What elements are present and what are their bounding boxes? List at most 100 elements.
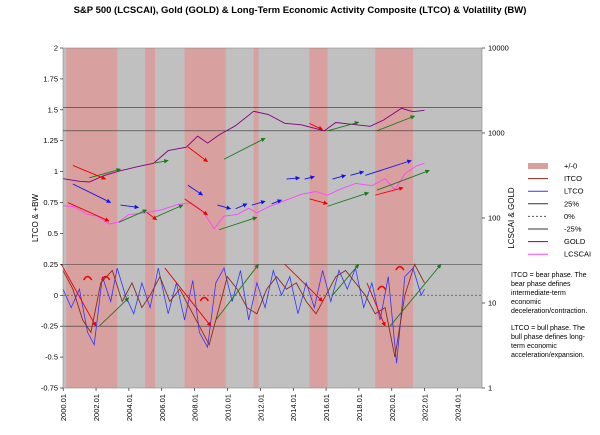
series-lcscai-line (62, 162, 425, 230)
blue-arrow (120, 204, 140, 210)
right-tick-label: 10000 (488, 44, 509, 53)
left-tick-label: 2 (54, 44, 58, 53)
note-line: ITCO = bear phase. The (511, 272, 587, 279)
right-tick-label: 10 (488, 299, 496, 308)
legend-label: +/-0 (564, 162, 577, 171)
green-arrow (389, 264, 442, 327)
legend-label: 25% (564, 199, 579, 208)
red-arrow (366, 282, 386, 327)
x-tick-label: 2008.01 (191, 394, 200, 421)
left-tick-label: 1 (54, 167, 58, 176)
green-arrow (89, 168, 121, 179)
note-text: ITCO = bear phase. The bear phase defines… (511, 272, 587, 315)
note-line: economic (511, 299, 541, 306)
blue-arrow (72, 183, 112, 203)
plot-area (60, 47, 483, 389)
blue-arrow (217, 204, 232, 210)
red-arrow (184, 198, 208, 216)
legend-label: -25% (564, 225, 582, 234)
blue-arrow (187, 184, 204, 196)
blue-arrow (235, 203, 248, 210)
green-arrow (376, 169, 430, 191)
green-arrow (118, 209, 148, 223)
note-line: LTCO = bull phase. The (511, 325, 585, 332)
x-tick-label: 2000.01 (59, 394, 68, 421)
green-arrow (376, 115, 416, 132)
red-arrow (60, 264, 97, 327)
left-tick-label: 0.25 (43, 260, 58, 269)
right-axis: 1 10 100 1000 10000 (482, 44, 509, 393)
right-tick-label: 1 (488, 384, 492, 393)
x-tick-label: 2010.01 (223, 394, 232, 421)
plot-background (63, 48, 482, 388)
blue-arrow (271, 199, 282, 205)
red-arrow (187, 146, 208, 163)
chart-title: S&P 500 (LCSCAI), Gold (GOLD) & Long-Ter… (74, 5, 527, 16)
left-tick-label: 0.75 (43, 198, 58, 207)
left-tick-label: -0.25 (41, 322, 58, 331)
bear-phase-band (309, 48, 328, 388)
red-arrow (309, 123, 324, 131)
red-arrow (375, 186, 404, 196)
red-arrow (164, 267, 212, 327)
legend-label: 0% (564, 212, 575, 221)
series-ltco-line (62, 266, 425, 364)
x-tick-label: 2020.01 (388, 394, 397, 421)
blue-arrow (251, 200, 266, 206)
bear-phase-band (66, 48, 118, 388)
blue-arrow (332, 174, 347, 180)
red-arrow (67, 202, 110, 222)
note-text: LTCO = bull phase. The bull phase defines… (511, 325, 586, 359)
red-arrow (309, 198, 328, 205)
red-arrow (146, 212, 158, 221)
peak-arc (395, 265, 405, 271)
x-tick-label: 2016.01 (322, 394, 331, 421)
green-arrow (154, 204, 184, 218)
note-line: deceleration/contraction. (511, 308, 587, 315)
left-tick-label: -0.5 (45, 353, 58, 362)
red-arrow (284, 264, 323, 302)
legend: +/-0 ITCO LTCO 25% 0% -25% GOLD LCSCAI (528, 162, 591, 259)
blue-arrow (286, 175, 301, 181)
right-tick-label: 1000 (488, 129, 505, 138)
green-arrow (327, 121, 360, 132)
green-arrow (327, 191, 370, 207)
legend-label: LCSCAI (564, 250, 591, 259)
green-arrow (215, 264, 259, 321)
note-line: intermediate-term (511, 290, 566, 297)
left-axis-label: LTCO & +BW (31, 194, 40, 243)
left-tick-label: 0.5 (48, 229, 58, 238)
legend-label: ITCO (564, 174, 582, 183)
red-arrow (72, 165, 107, 180)
green-arrow (332, 264, 360, 296)
note-line: term economic (511, 343, 557, 350)
left-tick-label: 0 (54, 291, 58, 300)
left-tick-label: -0.75 (41, 384, 58, 393)
x-tick-label: 2024.01 (454, 394, 463, 421)
left-tick-label: 1.5 (48, 105, 58, 114)
note-line: bear phase defines (511, 281, 571, 288)
right-axis-label: LCSCAI & GOLD (507, 187, 516, 249)
x-tick-label: 2012.01 (256, 394, 265, 421)
left-axis: -0.75 -0.5 -0.25 0 0.25 0.5 0.75 1 1.25 1.5 1.75 2 (41, 44, 63, 393)
series-itco-line (62, 263, 425, 358)
note-line: acceleration/expansion. (511, 352, 585, 359)
green-arrow (218, 216, 258, 231)
x-tick-label: 2022.01 (421, 394, 430, 421)
x-tick-label: 2014.01 (289, 394, 298, 421)
green-arrow (98, 297, 130, 327)
bear-phase-band (184, 48, 226, 388)
bear-phase-band (145, 48, 156, 388)
left-tick-label: 1.25 (43, 136, 58, 145)
x-axis: 2000.01 2002.01 2004.01 2006.01 2008.01 2010.… (59, 388, 463, 421)
note-line: bull phase defines long- (511, 334, 586, 341)
bear-phase-band (375, 48, 413, 388)
peak-arc (199, 296, 209, 302)
blue-arrow (350, 170, 365, 176)
peak-arc (82, 275, 93, 281)
green-arrow (223, 137, 266, 160)
x-tick-label: 2004.01 (125, 394, 134, 421)
legend-swatch (528, 163, 548, 169)
blue-arrow (304, 175, 315, 180)
